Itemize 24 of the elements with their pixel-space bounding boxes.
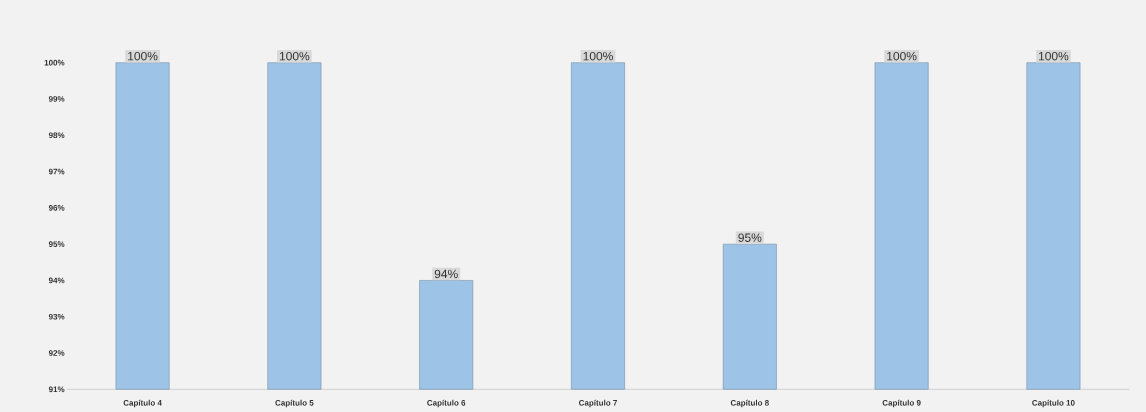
y-tick-label: 95% [48, 241, 65, 247]
x-tick-label: Capítulo 9 [882, 399, 921, 408]
y-tick-label: 91% [48, 386, 65, 393]
y-tick-label: 97% [48, 168, 65, 175]
y-tick-label: 100% [44, 59, 65, 66]
y-tick-label: 99% [48, 96, 65, 102]
data-label: 100% [279, 51, 310, 61]
data-label: 94% [434, 269, 458, 279]
y-tick-label: 93% [48, 313, 65, 320]
y-tick-label: 92% [48, 350, 65, 356]
data-label: 100% [583, 51, 613, 61]
x-tick-label: Capítulo 4 [123, 399, 162, 408]
x-tick-label: Capítulo 10 [1032, 399, 1075, 408]
x-tick-label: Capítulo 5 [275, 399, 314, 408]
data-label: 100% [887, 51, 917, 61]
y-tick-label: 94% [48, 277, 65, 284]
data-label: 100% [128, 51, 158, 61]
y-tick-label: 98% [48, 132, 65, 139]
x-tick-label: Capítulo 7 [579, 399, 617, 408]
x-tick-label: Capítulo 6 [427, 399, 466, 408]
data-label: 100% [1039, 51, 1069, 61]
y-tick-label: 96% [48, 205, 65, 211]
x-tick-label: Capítulo 8 [730, 399, 769, 408]
data-label: 95% [738, 233, 762, 242]
